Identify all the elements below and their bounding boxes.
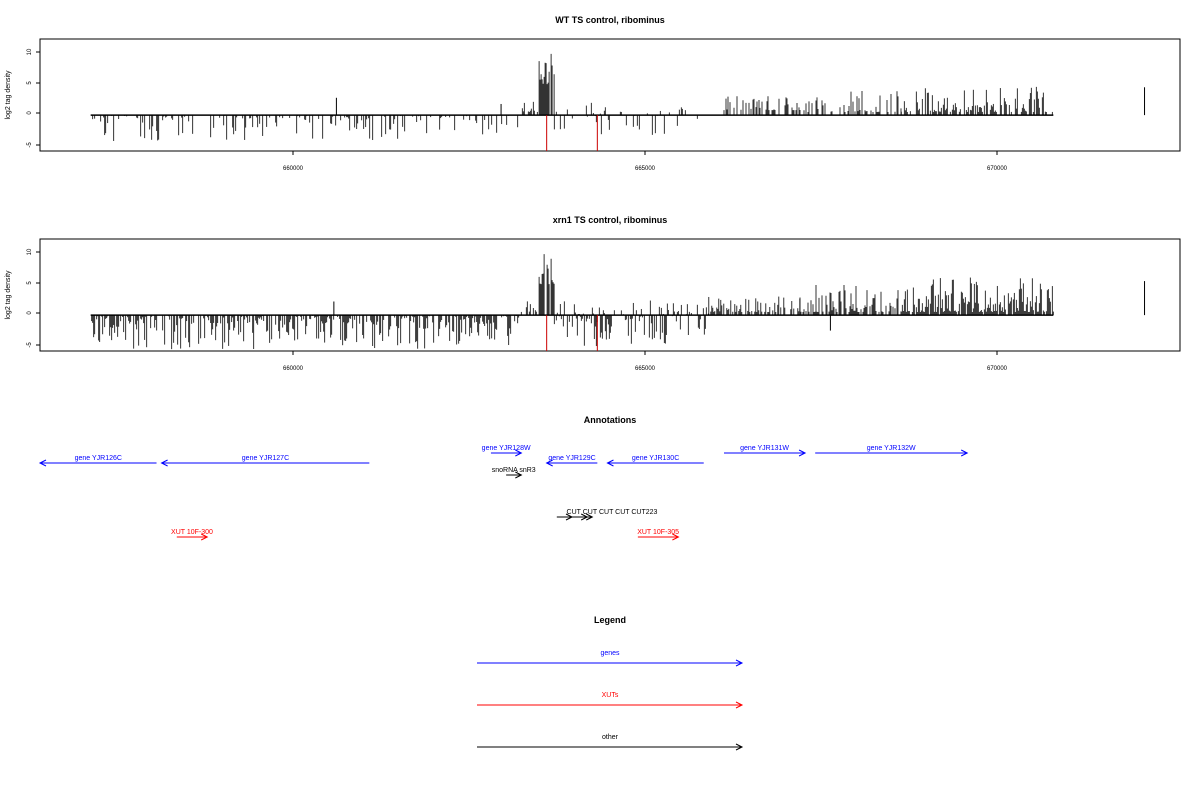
plot-frame: [39, 238, 1181, 352]
legend-arrowhead: [735, 743, 744, 751]
gene-arrow-arrowhead: [545, 459, 553, 467]
gene-label: gene YJR126C: [75, 455, 122, 462]
y-axis-label: log2 tag density: [5, 70, 12, 120]
gene-label: gene YJR128W: [482, 445, 531, 452]
gene-label: gene YJR130C: [632, 455, 679, 462]
wt-coverage-panel: WT TS control, ribominus log2 tag densit…: [5, 15, 1181, 172]
gene-label: gene YJR131W: [740, 445, 789, 452]
xut-label: XUT 10F-305: [637, 529, 679, 536]
annotations-title: Annotations: [584, 415, 637, 425]
coverage-bars: [90, 53, 1146, 151]
legend-arrowhead: [735, 701, 744, 709]
y-tick-label: -5: [27, 342, 33, 348]
xrn1-coverage-panel: xrn1 TS control, ribominus log2 tag dens…: [5, 215, 1181, 372]
y-tick-label: 0: [27, 111, 33, 115]
xut-label: XUT 10F-300: [171, 529, 213, 536]
x-axis: 660000 665000 670000: [283, 351, 1008, 372]
cut-cluster-label: CUT CUT CUT CUT CUT223: [567, 509, 658, 516]
y-axis: -5 0 5 10: [27, 48, 40, 148]
x-tick-label: 665000: [635, 366, 656, 372]
y-axis-label: log2 tag density: [5, 270, 12, 320]
panel-title: xrn1 TS control, ribominus: [553, 215, 668, 225]
y-tick-label: 5: [27, 281, 33, 285]
legend-label: genes: [600, 650, 620, 657]
y-tick-label: 10: [27, 48, 33, 55]
legend-title: Legend: [594, 615, 626, 625]
x-tick-label: 670000: [987, 366, 1008, 372]
x-tick-label: 660000: [283, 366, 304, 372]
x-axis: 660000 665000 670000: [283, 151, 1008, 172]
gene-label: gene YJR127C: [242, 455, 289, 462]
gene-arrow-arrowhead: [515, 449, 523, 457]
xut-arrow-arrowhead: [672, 533, 680, 541]
gene-arrow-arrowhead: [38, 459, 47, 467]
x-tick-label: 665000: [635, 166, 656, 172]
plot-frame: [39, 38, 1181, 152]
gene-label: gene YJR132W: [867, 445, 916, 452]
xut-arrow-arrowhead: [200, 533, 209, 541]
gene-arrow-arrowhead: [606, 459, 614, 467]
legend-arrowhead: [735, 659, 744, 667]
gene-arrow-arrowhead: [960, 449, 969, 457]
y-tick-label: 5: [27, 81, 33, 85]
x-tick-label: 660000: [283, 166, 304, 172]
cut-arrow-arrowhead: [586, 513, 594, 521]
annotations-panel: Annotations gene YJR126C gene YJR127Cgene…: [38, 415, 969, 541]
other-arrow-arrowhead: [515, 471, 523, 479]
coverage-bars: [90, 254, 1146, 351]
other-label: snoRNA snR3: [492, 467, 536, 474]
gene-arrow-arrowhead: [160, 459, 168, 467]
x-tick-label: 670000: [987, 166, 1008, 172]
y-tick-label: 0: [27, 311, 33, 315]
y-tick-label: 10: [27, 248, 33, 255]
y-tick-label: -5: [27, 142, 33, 148]
legend-label: XUTs: [602, 692, 619, 699]
gene-arrow-arrowhead: [798, 449, 807, 457]
legend-items: genes XUTs other: [477, 650, 744, 751]
y-axis: -5 0 5 10: [27, 248, 40, 348]
legend: Legend genes XUTs other: [477, 615, 744, 751]
legend-label: other: [602, 734, 619, 741]
annotation-features: gene YJR126C gene YJR127C gene YJR128W gene…: [38, 445, 969, 541]
panel-title: WT TS control, ribominus: [555, 15, 665, 25]
gene-label: gene YJR129C: [548, 455, 595, 462]
